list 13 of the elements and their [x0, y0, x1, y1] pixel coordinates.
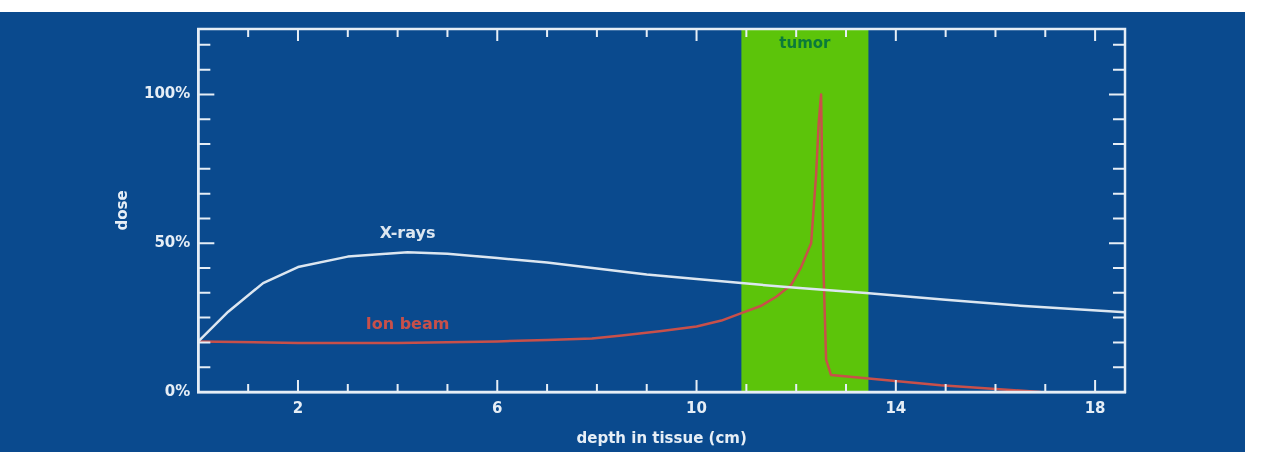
x-tick-label: 14 — [885, 398, 907, 417]
x-axis-title: depth in tissue (cm) — [576, 428, 747, 447]
series-label: Ion beam — [365, 313, 450, 333]
band-label: tumor — [779, 34, 832, 53]
y-tick-label: 0% — [164, 381, 191, 400]
x-tick-label: 18 — [1084, 398, 1106, 417]
x-tick-label: 10 — [686, 398, 707, 417]
y-tick-label: 100% — [144, 84, 191, 103]
x-tick-label: 6 — [492, 398, 503, 417]
y-tick-label: 50% — [154, 233, 191, 252]
y-axis-title: dose — [112, 190, 131, 231]
x-tick-label: 2 — [292, 398, 304, 417]
series-label: X-rays — [379, 223, 436, 243]
